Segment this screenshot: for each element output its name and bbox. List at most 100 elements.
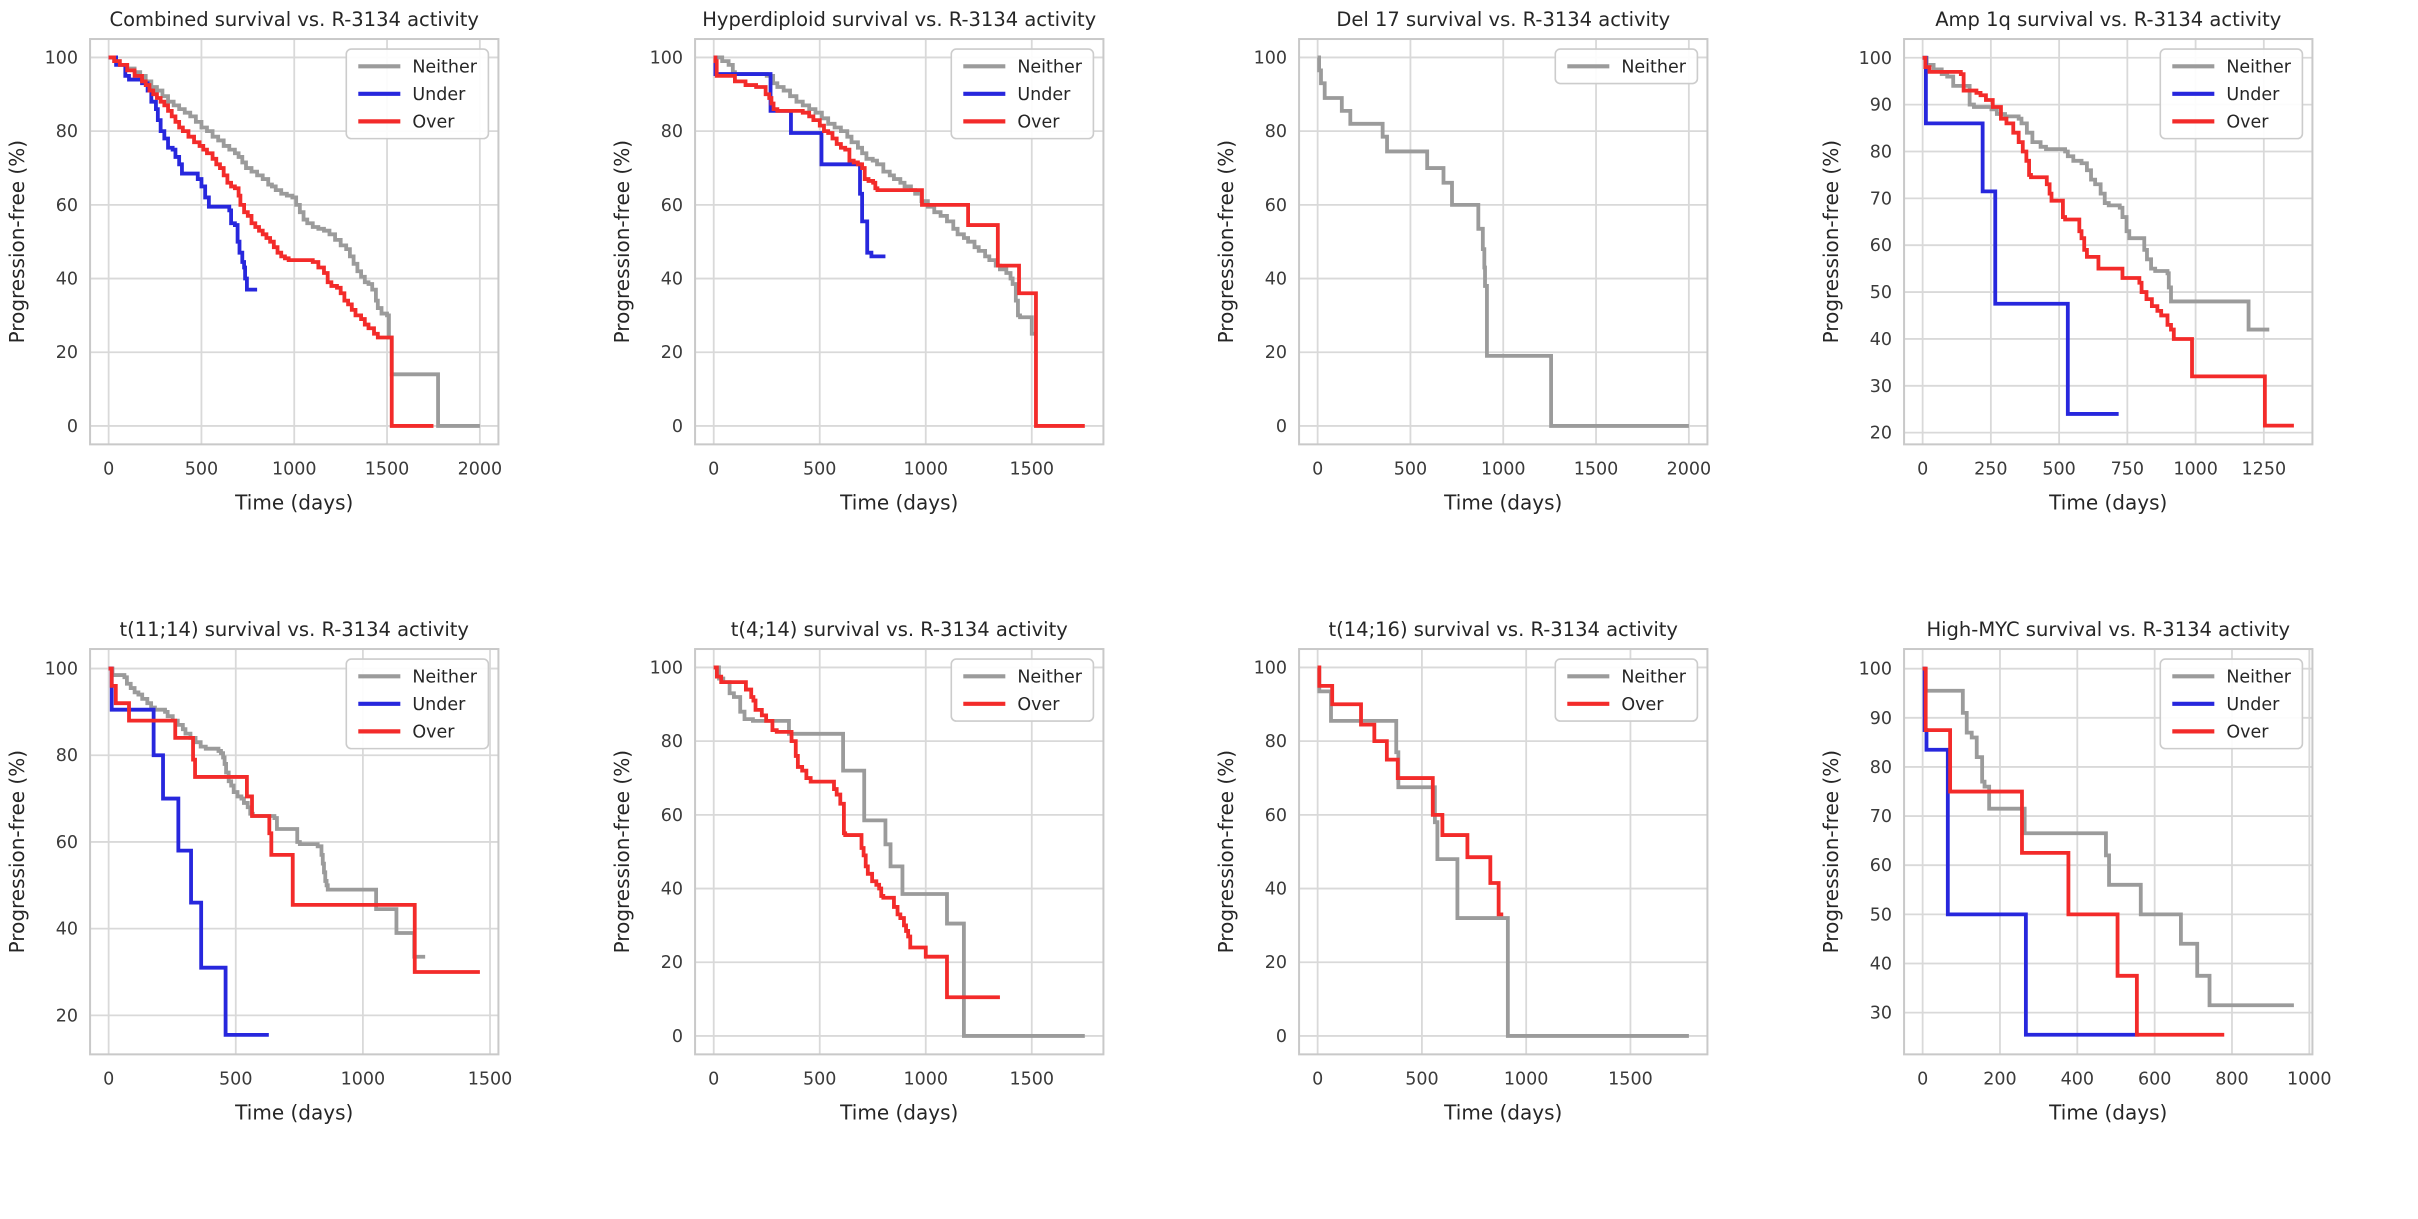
- plot-title: High-MYC survival vs. R-3134 activity: [1926, 618, 2290, 641]
- x-tick-label: 750: [2110, 459, 2143, 479]
- x-tick-label: 1000: [2173, 459, 2218, 479]
- y-tick-label: 80: [56, 122, 78, 142]
- x-tick-label: 1500: [1608, 1069, 1653, 1089]
- x-axis-label: Time (days): [234, 1100, 353, 1124]
- plot-title: Del 17 survival vs. R-3134 activity: [1336, 8, 1670, 31]
- x-tick-label: 0: [1312, 1069, 1323, 1089]
- legend-label-neither: Neither: [1017, 57, 1082, 77]
- legend-label-neither: Neither: [2226, 667, 2291, 687]
- legend-label-neither: Neither: [2226, 57, 2291, 77]
- y-tick-label: 100: [1858, 659, 1891, 679]
- x-tick-label: 1500: [1574, 459, 1619, 479]
- y-tick-label: 20: [56, 343, 78, 363]
- x-axis-label: Time (days): [2048, 1100, 2167, 1124]
- y-axis-label: Progression-free (%): [610, 140, 634, 343]
- x-tick-label: 0: [103, 459, 114, 479]
- subplot-high-myc-survival-vs-r-3134-activity: High-MYC survival vs. R-3134 activity Tim…: [1814, 610, 2418, 1219]
- y-tick-label: 80: [660, 122, 682, 142]
- y-tick-label: 40: [1869, 954, 1891, 974]
- y-axis-label: Progression-free (%): [1214, 140, 1238, 343]
- x-tick-label: 0: [1917, 459, 1928, 479]
- legend-label-under: Under: [2226, 85, 2280, 105]
- y-axis-label: Progression-free (%): [5, 749, 29, 952]
- y-tick-label: 100: [1254, 48, 1287, 68]
- x-tick-label: 2000: [1667, 459, 1712, 479]
- legend-label-neither: Neither: [1017, 667, 1082, 687]
- legend-label-under: Under: [2226, 694, 2280, 714]
- x-tick-label: 500: [2042, 459, 2075, 479]
- x-tick-label: 1250: [2241, 459, 2286, 479]
- y-tick-label: 100: [1254, 658, 1287, 678]
- y-tick-label: 40: [1869, 330, 1891, 350]
- y-tick-label: 0: [671, 417, 682, 437]
- y-tick-label: 20: [1869, 424, 1891, 444]
- legend-label-neither: Neither: [412, 57, 477, 77]
- legend: Neither Over: [951, 659, 1093, 721]
- x-tick-label: 2000: [458, 459, 503, 479]
- plot-canvas: Combined survival vs. R-3134 activityTim…: [0, 0, 605, 610]
- subplot-hyperdiploid-survival-vs-r-3134-activity: Hyperdiploid survival vs. R-3134 activit…: [605, 0, 1210, 610]
- y-tick-label: 100: [649, 658, 682, 678]
- x-tick-label: 200: [1983, 1069, 2016, 1089]
- y-tick-label: 50: [1869, 283, 1891, 303]
- y-tick-label: 70: [1869, 189, 1891, 209]
- legend-label-over: Over: [1017, 112, 1060, 132]
- y-tick-label: 0: [671, 1026, 682, 1046]
- y-tick-label: 60: [56, 196, 78, 216]
- x-tick-label: 0: [1917, 1069, 1928, 1089]
- x-axis-label: Time (days): [839, 490, 958, 514]
- y-axis-label: Progression-free (%): [610, 749, 634, 952]
- legend-label-under: Under: [412, 694, 466, 714]
- x-axis-label: Time (days): [1443, 490, 1562, 514]
- x-tick-label: 1000: [272, 459, 317, 479]
- y-tick-label: 20: [1265, 343, 1287, 363]
- x-tick-label: 500: [219, 1069, 252, 1089]
- plot-title: Combined survival vs. R-3134 activity: [110, 8, 479, 31]
- subplot-del-17-survival-vs-r-3134-activity: Del 17 survival vs. R-3134 activity Time …: [1209, 0, 1814, 610]
- y-tick-label: 60: [1265, 196, 1287, 216]
- y-tick-label: 40: [56, 919, 78, 939]
- y-tick-label: 60: [56, 832, 78, 852]
- legend: Neither Under Over: [346, 49, 488, 139]
- y-axis-label: Progression-free (%): [1214, 749, 1238, 952]
- y-tick-label: 30: [1869, 377, 1891, 397]
- plot-canvas: High-MYC survival vs. R-3134 activity Tim…: [1814, 610, 2418, 1219]
- x-axis-label: Time (days): [839, 1100, 958, 1124]
- y-tick-label: 80: [1869, 142, 1891, 162]
- y-tick-label: 90: [1869, 96, 1891, 116]
- legend-label-neither: Neither: [1621, 57, 1686, 77]
- y-tick-label: 0: [67, 417, 78, 437]
- y-tick-label: 80: [1265, 122, 1287, 142]
- y-tick-label: 20: [660, 343, 682, 363]
- y-tick-label: 60: [1869, 236, 1891, 256]
- series-line-under: [109, 668, 269, 1034]
- y-tick-label: 50: [1869, 905, 1891, 925]
- legend-label-over: Over: [1017, 694, 1060, 714]
- y-tick-label: 40: [1265, 270, 1287, 290]
- series-line-under: [1922, 58, 2118, 414]
- legend-label-under: Under: [412, 85, 466, 105]
- x-tick-label: 0: [708, 459, 719, 479]
- gridlines: [1299, 39, 1707, 444]
- plot-title: Amp 1q survival vs. R-3134 activity: [1935, 8, 2281, 31]
- legend-label-over: Over: [2226, 112, 2269, 132]
- x-tick-label: 0: [1312, 459, 1323, 479]
- series-group: [713, 667, 1084, 1036]
- y-tick-label: 60: [1265, 805, 1287, 825]
- y-tick-label: 80: [1869, 757, 1891, 777]
- x-tick-label: 1500: [1009, 1069, 1054, 1089]
- series-line-under: [109, 57, 258, 289]
- y-tick-label: 70: [1869, 807, 1891, 827]
- legend-label-over: Over: [412, 112, 455, 132]
- x-tick-label: 1000: [1504, 1069, 1549, 1089]
- x-tick-label: 1000: [903, 459, 948, 479]
- x-tick-label: 1000: [1481, 459, 1526, 479]
- y-tick-label: 40: [660, 270, 682, 290]
